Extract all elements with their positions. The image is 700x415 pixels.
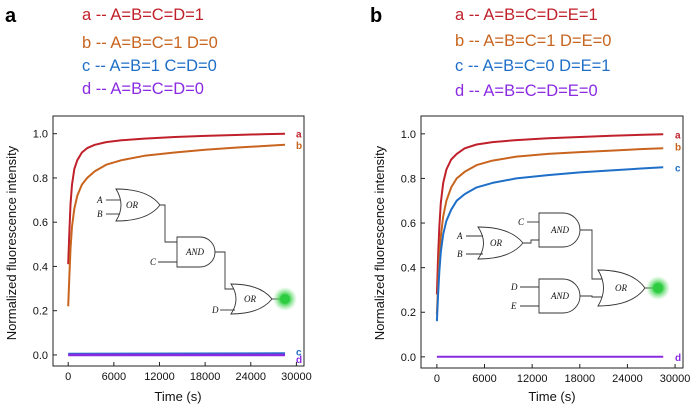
- panel-b-ylabel: Normalized fluorescence intensity: [372, 145, 387, 340]
- panel-b-series-tags: abc d: [675, 130, 681, 364]
- panel-b-or-gate-1: [477, 226, 524, 260]
- panel-b-legend-a: a -- A=B=C=D=E=1: [455, 6, 598, 24]
- panel-b-ytick-label-0.6: 0.6: [401, 218, 416, 230]
- panel-b-input-e: E: [510, 301, 517, 311]
- panel-b-wire-or1-and1: [523, 239, 539, 244]
- panel-a-xtick-label-30000: 30000: [281, 371, 312, 383]
- panel-b-input-d: D: [510, 282, 518, 292]
- panel-b-series-tag-a: a: [675, 130, 681, 141]
- panel-b-ticks: 0 6000 12000 18000 24000 30000 0.0 0.2 0.4 0.6 0.8…: [401, 129, 691, 385]
- panel-b-series-tag-b: b: [675, 142, 681, 153]
- panel-b-xtick-label-24000: 24000: [612, 373, 643, 385]
- panel-a-legend-d: d -- A=B=C=D=0: [82, 80, 204, 98]
- panel-a-series-tag-b: b: [296, 141, 302, 152]
- panel-b-letter: b: [370, 5, 382, 27]
- panel-a-series-tag-a: a: [296, 130, 302, 141]
- panel-b-ytick-label-1: 1.0: [401, 129, 416, 141]
- panel-b-xlabel: Time (s): [528, 389, 575, 404]
- panel-b-legend-d: d -- A=B=C=D=E=0: [455, 82, 598, 100]
- panel-b-xtick-label-12000: 12000: [517, 373, 548, 385]
- panel-a-legend-c: c -- A=B=1 C=D=0: [82, 57, 217, 75]
- panel-a-xtick-label-24000: 24000: [235, 371, 266, 383]
- panel-a-ytick-label-1: 1.0: [33, 129, 48, 141]
- panel-a-and-gate-label: AND: [185, 247, 205, 257]
- panel-b-xtick-label-0: 0: [434, 373, 440, 385]
- panel-a-series-tags: ab cd: [296, 130, 302, 366]
- panel-a-legend-a: a -- A=B=C=D=1: [82, 6, 204, 24]
- panel-a-fluorescence-dot: [280, 294, 290, 304]
- panel-a-input-a: A: [96, 195, 103, 205]
- panel-b-wire-and2-or2: [580, 295, 603, 298]
- panel-b-or-gate-2-label: OR: [615, 283, 627, 293]
- panel-b-input-b: B: [457, 249, 463, 259]
- panel-a-xtick-label-12000: 12000: [144, 371, 175, 383]
- panel-b-xtick-label-30000: 30000: [660, 373, 691, 385]
- panel-a-and-gate: [176, 236, 216, 268]
- panel-b-or-gate-1-label: OR: [490, 238, 502, 248]
- panel-b-and-gate-1: [538, 212, 581, 248]
- panel-a-letter: a: [5, 5, 17, 27]
- panel-a-ytick-label-0: 0.0: [33, 350, 48, 362]
- panel-b-ytick-label-0.4: 0.4: [401, 263, 416, 275]
- panel-a-or-gate-1: [115, 188, 161, 222]
- panel-a-series-tag-d: d: [296, 355, 302, 366]
- panel-a-wire-or1-and: [160, 204, 177, 243]
- panel-b: b a -- A=B=C=D=E=1 b -- A=B=C=1 D=E=0 c …: [370, 5, 690, 404]
- panel-a-circuit: [106, 188, 280, 315]
- panel-b-input-a: A: [456, 231, 463, 241]
- panel-b-series-c: [435, 166, 664, 322]
- panel-b-and-gate-2-label: AND: [550, 291, 570, 301]
- panel-b-and-gate-1-label: AND: [550, 225, 570, 235]
- panel-b-series-tag-d: d: [675, 353, 681, 364]
- panel-b-fluorescence-dot: [653, 283, 663, 293]
- panel-a-or-gate-2-label: OR: [244, 294, 256, 304]
- panel-a-plot-frame: [52, 115, 305, 367]
- panel-b-and-gate-2: [538, 278, 581, 314]
- panel-b-ytick-label-0: 0.0: [401, 352, 416, 364]
- panel-a: a a -- A=B=C=D=1 b -- A=B=C=1 D=0 c -- A…: [4, 5, 312, 404]
- panel-a-or-gate-1-label: OR: [126, 200, 138, 210]
- panel-b-series-tag-c: c: [675, 163, 681, 174]
- panel-b-series: [435, 133, 664, 358]
- panel-a-input-c: C: [150, 257, 157, 267]
- panel-a-series: [67, 132, 286, 357]
- panel-b-ytick-label-0.2: 0.2: [401, 307, 416, 319]
- panel-a-input-d: D: [211, 305, 219, 315]
- panel-b-circuit: [466, 212, 653, 314]
- panel-a-ytick-label-0.4: 0.4: [33, 261, 48, 273]
- panel-b-series-a: [435, 133, 664, 295]
- panel-a-or-gate-2: [230, 283, 273, 315]
- panel-b-ytick-label-0.8: 0.8: [401, 173, 416, 185]
- panel-b-or-gate-2: [597, 269, 646, 307]
- panel-a-series-tag-c: c: [296, 348, 302, 359]
- panel-b-input-c: C: [518, 217, 525, 227]
- panel-b-legend-c: c -- A=B=C=0 D=E=1: [455, 57, 610, 75]
- panel-a-wire-and-or2: [215, 251, 235, 290]
- panel-a-ytick-label-0.8: 0.8: [33, 173, 48, 185]
- panel-a-xtick-label-0: 0: [65, 371, 71, 383]
- panel-a-xtick-label-6000: 6000: [102, 371, 126, 383]
- panel-a-ylabel: Normalized fluorescence intensity: [4, 145, 19, 340]
- panel-a-input-b: B: [97, 209, 103, 219]
- panel-b-xtick-label-6000: 6000: [472, 373, 496, 385]
- panel-a-xlabel: Time (s): [154, 389, 201, 404]
- panel-a-ytick-label-0.6: 0.6: [33, 217, 48, 229]
- panel-b-wire-and1-or2: [580, 229, 603, 280]
- panel-b-legend-b: b -- A=B=C=1 D=E=0: [455, 32, 611, 50]
- panel-a-series-b: [67, 143, 286, 307]
- panel-a-ticks: 0 6000 12000 18000 24000 30000 0.0 0.2 0.4 0.6 0.8…: [33, 129, 312, 383]
- panel-a-series-a: [67, 132, 286, 265]
- panel-b-series-b: [435, 147, 664, 315]
- panel-b-xtick-label-18000: 18000: [564, 373, 595, 385]
- panel-a-xtick-label-18000: 18000: [190, 371, 221, 383]
- panel-b-plot-frame: [420, 115, 684, 369]
- panel-a-legend-b: b -- A=B=C=1 D=0: [82, 34, 218, 52]
- panel-a-ytick-label-0.2: 0.2: [33, 306, 48, 318]
